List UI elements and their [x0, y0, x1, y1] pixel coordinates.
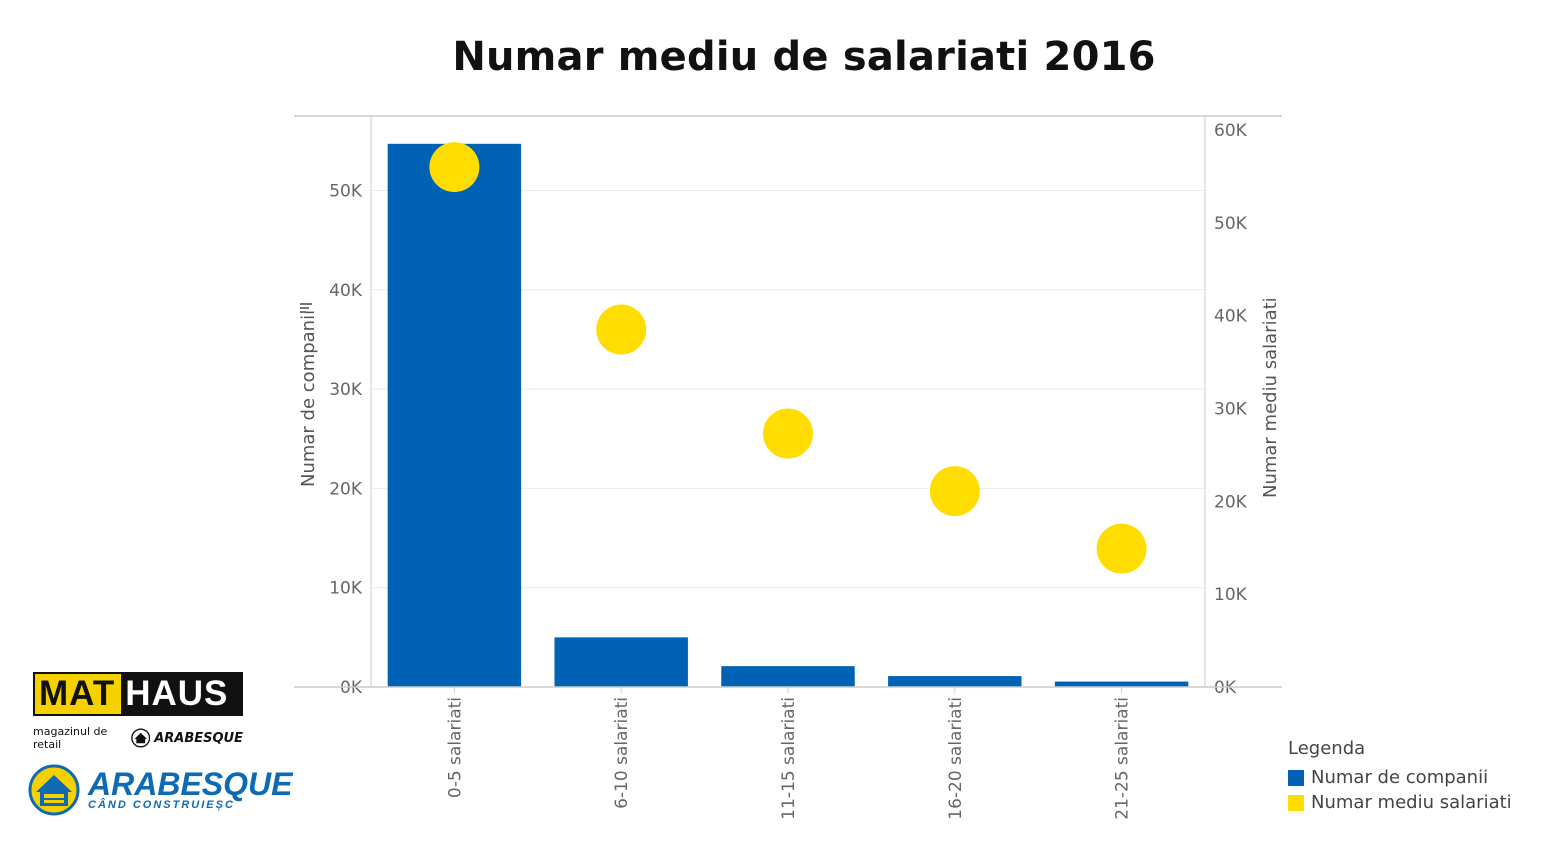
mathaus-wordmark: MAT HAUS — [33, 672, 243, 716]
bar[interactable] — [554, 637, 688, 687]
y-left-tick-label: 0K — [340, 678, 363, 698]
x-category-label: 16-20 salariati — [946, 697, 966, 820]
bar[interactable] — [387, 143, 522, 687]
legend: Legenda Numar de companii Numar mediu sa… — [1288, 738, 1512, 815]
scatter-point[interactable] — [1096, 523, 1147, 574]
arabesque-brand: ARABESQUE — [88, 766, 293, 802]
bar[interactable] — [1054, 681, 1189, 687]
arabesque-logo: ARABESQUE CÂND CONSTRUIEȘC — [28, 764, 292, 816]
legend-swatch-companies — [1288, 769, 1304, 786]
y-left-tick-label: 10K — [329, 579, 363, 599]
y-right-tick-label: 10K — [1214, 585, 1248, 605]
bar[interactable] — [888, 676, 1022, 687]
x-category-label: 21-25 salariati — [1113, 697, 1133, 820]
filter-icon[interactable] — [300, 303, 312, 313]
chart-title: Numar mediu de salariati 2016 — [452, 34, 1156, 80]
x-category-label: 0-5 salariati — [445, 697, 465, 798]
legend-item-companies[interactable]: Numar de companii — [1288, 765, 1512, 790]
arabesque-wordmark: ARABESQUE CÂND CONSTRUIEȘC — [88, 766, 293, 811]
y-axis-right-label: Numar mediu salariati — [1260, 297, 1281, 498]
y-axis-left-label: Numar de companii — [298, 310, 319, 487]
y-right-tick-label: 60K — [1214, 121, 1248, 141]
y-right-tick-label: 50K — [1214, 214, 1248, 234]
y-right-tick-label: 20K — [1214, 492, 1248, 512]
arabesque-slogan: CÂND CONSTRUIEȘC — [88, 799, 235, 811]
y-left-tick-label: 30K — [329, 380, 363, 400]
scatter-point[interactable] — [429, 142, 480, 193]
mathaus-mat-text: MAT — [35, 674, 122, 714]
mathaus-haus-text: HAUS — [121, 674, 241, 714]
y-left-tick-label: 40K — [329, 281, 363, 301]
scatter-point[interactable] — [596, 304, 647, 355]
mathaus-logo: MAT HAUS magazinul de retail ARABESQUE — [33, 672, 243, 751]
y-right-tick-label: 30K — [1214, 399, 1248, 419]
arabesque-house-icon — [28, 764, 80, 816]
scatter-points — [429, 142, 1147, 574]
legend-swatch-employees — [1288, 794, 1304, 811]
legend-label-companies: Numar de companii — [1311, 767, 1489, 788]
scatter-point[interactable] — [763, 408, 813, 459]
y-left-tick-label: 50K — [329, 181, 363, 201]
mathaus-tagline: magazinul de retail ARABESQUE — [33, 725, 243, 751]
y-right-tick-label: 0K — [1214, 678, 1237, 698]
x-category-label: 6-10 salariati — [612, 697, 632, 809]
mathaus-tagline-text: magazinul de retail — [33, 725, 108, 751]
bars — [387, 143, 1189, 687]
y-right-tick-label: 40K — [1214, 307, 1248, 327]
x-category-label: 11-15 salariati — [779, 697, 799, 820]
legend-title: Legenda — [1288, 738, 1366, 759]
legend-label-employees: Numar mediu salariati — [1311, 792, 1512, 813]
legend-item-employees[interactable]: Numar mediu salariati — [1288, 790, 1512, 815]
mathaus-tagline-brand: ARABESQUE — [154, 730, 243, 746]
axes: 0K 10K 20K 30K 40K 50K 0K 10K 20K 30K 40K 50K 60K 0-5… — [294, 115, 1282, 820]
bar[interactable] — [721, 666, 855, 687]
arabesque-house-icon — [130, 728, 150, 748]
y-left-tick-label: 20K — [329, 479, 363, 499]
scatter-point[interactable] — [929, 466, 980, 517]
